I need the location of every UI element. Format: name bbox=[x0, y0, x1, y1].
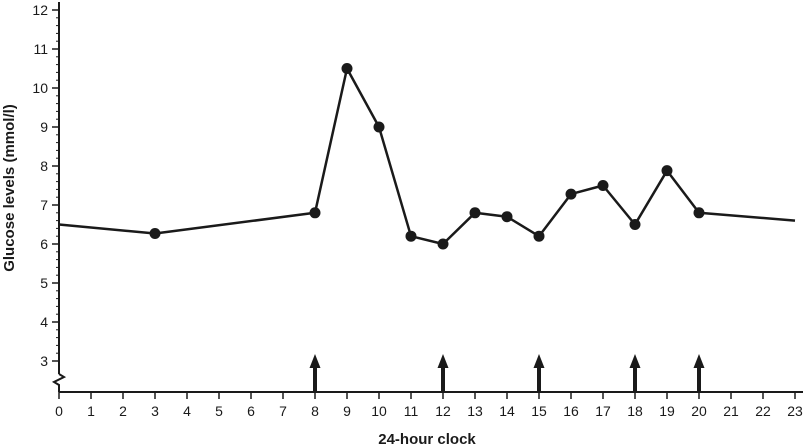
x-axis-title: 24-hour clock bbox=[378, 431, 476, 448]
y-tick-label: 8 bbox=[40, 158, 48, 174]
data-point bbox=[469, 207, 481, 219]
data-point bbox=[405, 230, 417, 242]
data-point bbox=[437, 238, 449, 250]
data-point bbox=[565, 188, 577, 200]
x-tick-label: 19 bbox=[659, 403, 675, 419]
y-tick-label: 4 bbox=[40, 314, 48, 330]
meal-arrow-head bbox=[309, 354, 321, 368]
x-tick-label: 11 bbox=[404, 403, 419, 419]
y-tick-label: 7 bbox=[40, 197, 48, 213]
x-tick-label: 0 bbox=[55, 403, 63, 419]
y-tick-label: 5 bbox=[40, 275, 48, 291]
x-tick-label: 20 bbox=[691, 403, 707, 419]
x-tick-label: 4 bbox=[183, 403, 191, 419]
data-point bbox=[661, 165, 673, 177]
meal-arrow-head bbox=[437, 354, 449, 368]
x-tick-label: 14 bbox=[499, 403, 515, 419]
series-line bbox=[58, 67, 796, 246]
series bbox=[58, 63, 796, 250]
x-tick-label: 2 bbox=[119, 403, 127, 419]
y-tick-label: 6 bbox=[40, 236, 48, 252]
x-tick-label: 15 bbox=[531, 403, 547, 419]
x-tick-label: 22 bbox=[755, 403, 771, 419]
y-tick-label: 12 bbox=[32, 2, 48, 18]
x-tick-label: 16 bbox=[563, 403, 579, 419]
meal-arrows bbox=[309, 354, 705, 392]
x-tick-label: 1 bbox=[87, 403, 95, 419]
x-tick-label: 6 bbox=[247, 403, 255, 419]
x-tick-label: 5 bbox=[215, 403, 223, 419]
x-tick-label: 21 bbox=[723, 403, 739, 419]
data-point bbox=[309, 207, 321, 219]
x-tick-label: 12 bbox=[435, 403, 451, 419]
data-point bbox=[629, 219, 641, 230]
data-point bbox=[149, 227, 161, 239]
y-axis: 3 4 5 6 7 8 9 10 11 12 bbox=[32, 2, 67, 392]
y-tick-label: 10 bbox=[32, 80, 48, 96]
data-point bbox=[693, 207, 705, 219]
meal-arrow-head bbox=[533, 354, 545, 368]
x-tick-label: 17 bbox=[595, 403, 611, 419]
y-tick-label: 3 bbox=[40, 353, 48, 369]
x-tick-label: 10 bbox=[371, 403, 387, 419]
y-tick-label: 11 bbox=[33, 41, 48, 57]
x-tick-label: 8 bbox=[311, 403, 319, 419]
x-axis: 0 1 2 3 4 5 6 7 8 9 10 11 12 13 14 15 16 17 18 19 20 21 22 23 bbox=[55, 391, 803, 419]
data-point bbox=[533, 230, 545, 242]
y-axis-title: Glucose levels (mmol/l) bbox=[1, 104, 18, 272]
data-point bbox=[597, 180, 609, 191]
x-tick-label: 3 bbox=[151, 403, 159, 419]
data-point bbox=[501, 211, 513, 223]
meal-arrow-head bbox=[693, 354, 705, 368]
y-axis-break bbox=[51, 373, 67, 392]
data-point bbox=[373, 121, 385, 133]
meal-arrow-head bbox=[629, 354, 641, 368]
y-tick-label: 9 bbox=[40, 119, 48, 135]
data-point bbox=[341, 63, 353, 74]
x-tick-label: 23 bbox=[787, 403, 803, 419]
x-tick-label: 13 bbox=[467, 403, 483, 419]
x-tick-label: 18 bbox=[627, 403, 643, 419]
x-tick-label: 7 bbox=[279, 403, 287, 419]
x-tick-label: 9 bbox=[343, 403, 351, 419]
